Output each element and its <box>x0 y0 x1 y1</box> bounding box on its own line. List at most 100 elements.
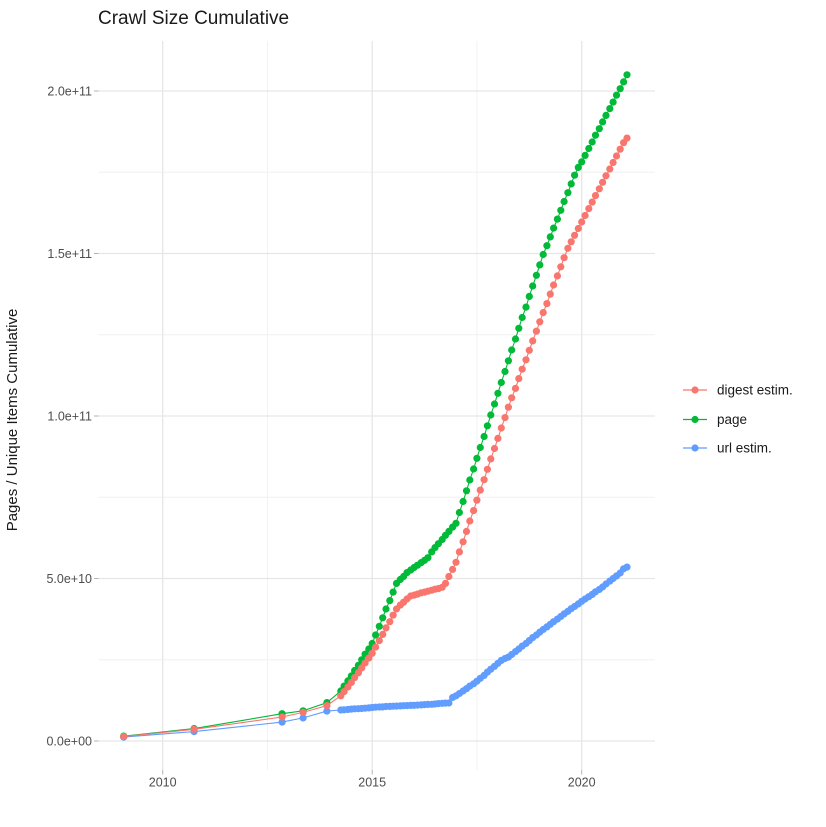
data-point-digest-estim <box>466 517 474 525</box>
data-point-page <box>504 357 512 365</box>
data-point-page <box>612 91 621 99</box>
data-point-page <box>560 197 568 206</box>
y-axis-tick-label: 1.0e+11 <box>47 410 92 424</box>
data-point-digest-estim <box>452 558 460 566</box>
x-axis-tick-label: 2015 <box>358 776 386 790</box>
data-point-digest-estim <box>581 211 589 220</box>
data-point-page <box>591 131 600 139</box>
y-axis-tick-label: 0.0e+00 <box>46 735 92 749</box>
data-point-digest-estim <box>487 455 495 463</box>
data-point-digest-estim <box>539 309 547 317</box>
data-point-page <box>480 432 488 441</box>
data-point-page <box>578 158 586 166</box>
x-axis-tick-label: 2010 <box>149 776 177 790</box>
data-point-page <box>585 144 593 153</box>
data-point-digest-estim <box>571 231 579 239</box>
data-point-page <box>518 313 526 322</box>
gridlines <box>98 41 655 770</box>
data-point-page <box>473 454 481 462</box>
data-point-url-estim <box>323 707 331 715</box>
data-point-page <box>511 335 520 343</box>
data-point-page <box>616 85 624 93</box>
data-point-page <box>623 71 631 79</box>
data-point-page <box>553 215 562 223</box>
data-point-digest-estim <box>508 394 516 402</box>
data-point-digest-estim <box>386 618 394 626</box>
data-point-digest-estim <box>372 643 380 651</box>
data-point-digest-estim <box>546 290 554 298</box>
data-point-digest-estim <box>389 611 397 619</box>
data-point-url-estim <box>299 714 307 722</box>
data-point-page <box>382 605 390 613</box>
y-axis-title: Pages / Unique Items Cumulative <box>4 309 21 532</box>
data-point-page <box>529 282 537 290</box>
data-point-page <box>564 189 572 197</box>
legend-item-label: url estim. <box>717 441 772 456</box>
data-point-digest-estim <box>504 403 512 411</box>
x-axis-tick-label: 2020 <box>568 776 596 790</box>
data-point-digest-estim <box>455 548 463 556</box>
legend-key-dot-page <box>691 415 699 424</box>
legend-item-label: page <box>717 412 747 427</box>
data-point-page <box>487 411 495 419</box>
data-point-digest-estim <box>567 238 575 246</box>
data-point-digest-estim <box>501 414 509 422</box>
data-point-page <box>515 324 523 332</box>
data-point-page <box>455 508 463 517</box>
data-point-page <box>452 519 460 527</box>
data-point-digest-estim <box>379 630 387 639</box>
data-point-digest-estim <box>585 205 593 213</box>
data-point-digest-estim <box>494 434 502 442</box>
y-axis-tick-labels: 0.0e+00 5.0e+10 1.0e+11 1.5e+11 2.0e+11 <box>46 85 92 749</box>
data-point-digest-estim <box>382 624 390 632</box>
data-point-digest-estim <box>578 218 586 226</box>
data-point-page <box>490 400 499 408</box>
data-point-digest-estim <box>623 134 631 142</box>
data-point-page <box>588 138 596 146</box>
data-point-page <box>375 622 383 630</box>
data-point-digest-estim <box>470 507 478 515</box>
data-point-page <box>459 497 467 506</box>
data-point-page <box>567 180 575 188</box>
data-point-page <box>386 597 394 605</box>
data-point-digest-estim <box>553 272 562 280</box>
data-point-digest-estim <box>522 356 530 364</box>
data-point-page <box>497 378 505 387</box>
legend: digest estim. page url estim. <box>683 383 793 456</box>
data-point-url-estim <box>278 718 286 726</box>
data-point-digest-estim <box>449 565 457 574</box>
data-point-page <box>606 105 614 113</box>
data-point-digest-estim <box>483 465 491 473</box>
data-point-page <box>483 422 491 430</box>
data-point-digest-estim <box>518 365 526 373</box>
data-point-page <box>508 346 516 354</box>
data-point-digest-estim <box>609 158 617 167</box>
data-point-page <box>543 242 551 250</box>
y-axis-tick-label: 5.0e+10 <box>46 572 92 586</box>
data-point-page <box>424 554 432 562</box>
data-point-digest-estim <box>299 708 307 717</box>
data-point-digest-estim <box>543 300 551 308</box>
data-point-page <box>602 111 610 119</box>
data-point-digest-estim <box>459 538 467 546</box>
legend-item-page: page <box>683 412 747 427</box>
data-point-page <box>557 206 565 214</box>
data-point-digest-estim <box>473 496 481 504</box>
data-point-digest-estim <box>441 579 450 588</box>
data-point-page <box>609 98 617 106</box>
data-point-digest-estim <box>536 318 544 326</box>
data-point-page <box>532 271 541 279</box>
legend-key-dot-digest <box>691 386 699 394</box>
data-point-digest-estim <box>532 327 541 335</box>
data-point-digest-estim <box>591 192 600 200</box>
y-axis-tick-label: 2.0e+11 <box>47 85 92 99</box>
data-point-digest-estim <box>599 178 607 186</box>
data-point-page <box>462 487 471 495</box>
data-point-digest-estim <box>606 165 614 173</box>
data-point-digest-estim <box>557 263 565 271</box>
data-point-digest-estim <box>588 198 596 206</box>
series-url-estim <box>120 563 631 741</box>
data-point-page <box>581 151 589 159</box>
data-point-digest-estim <box>564 244 572 252</box>
